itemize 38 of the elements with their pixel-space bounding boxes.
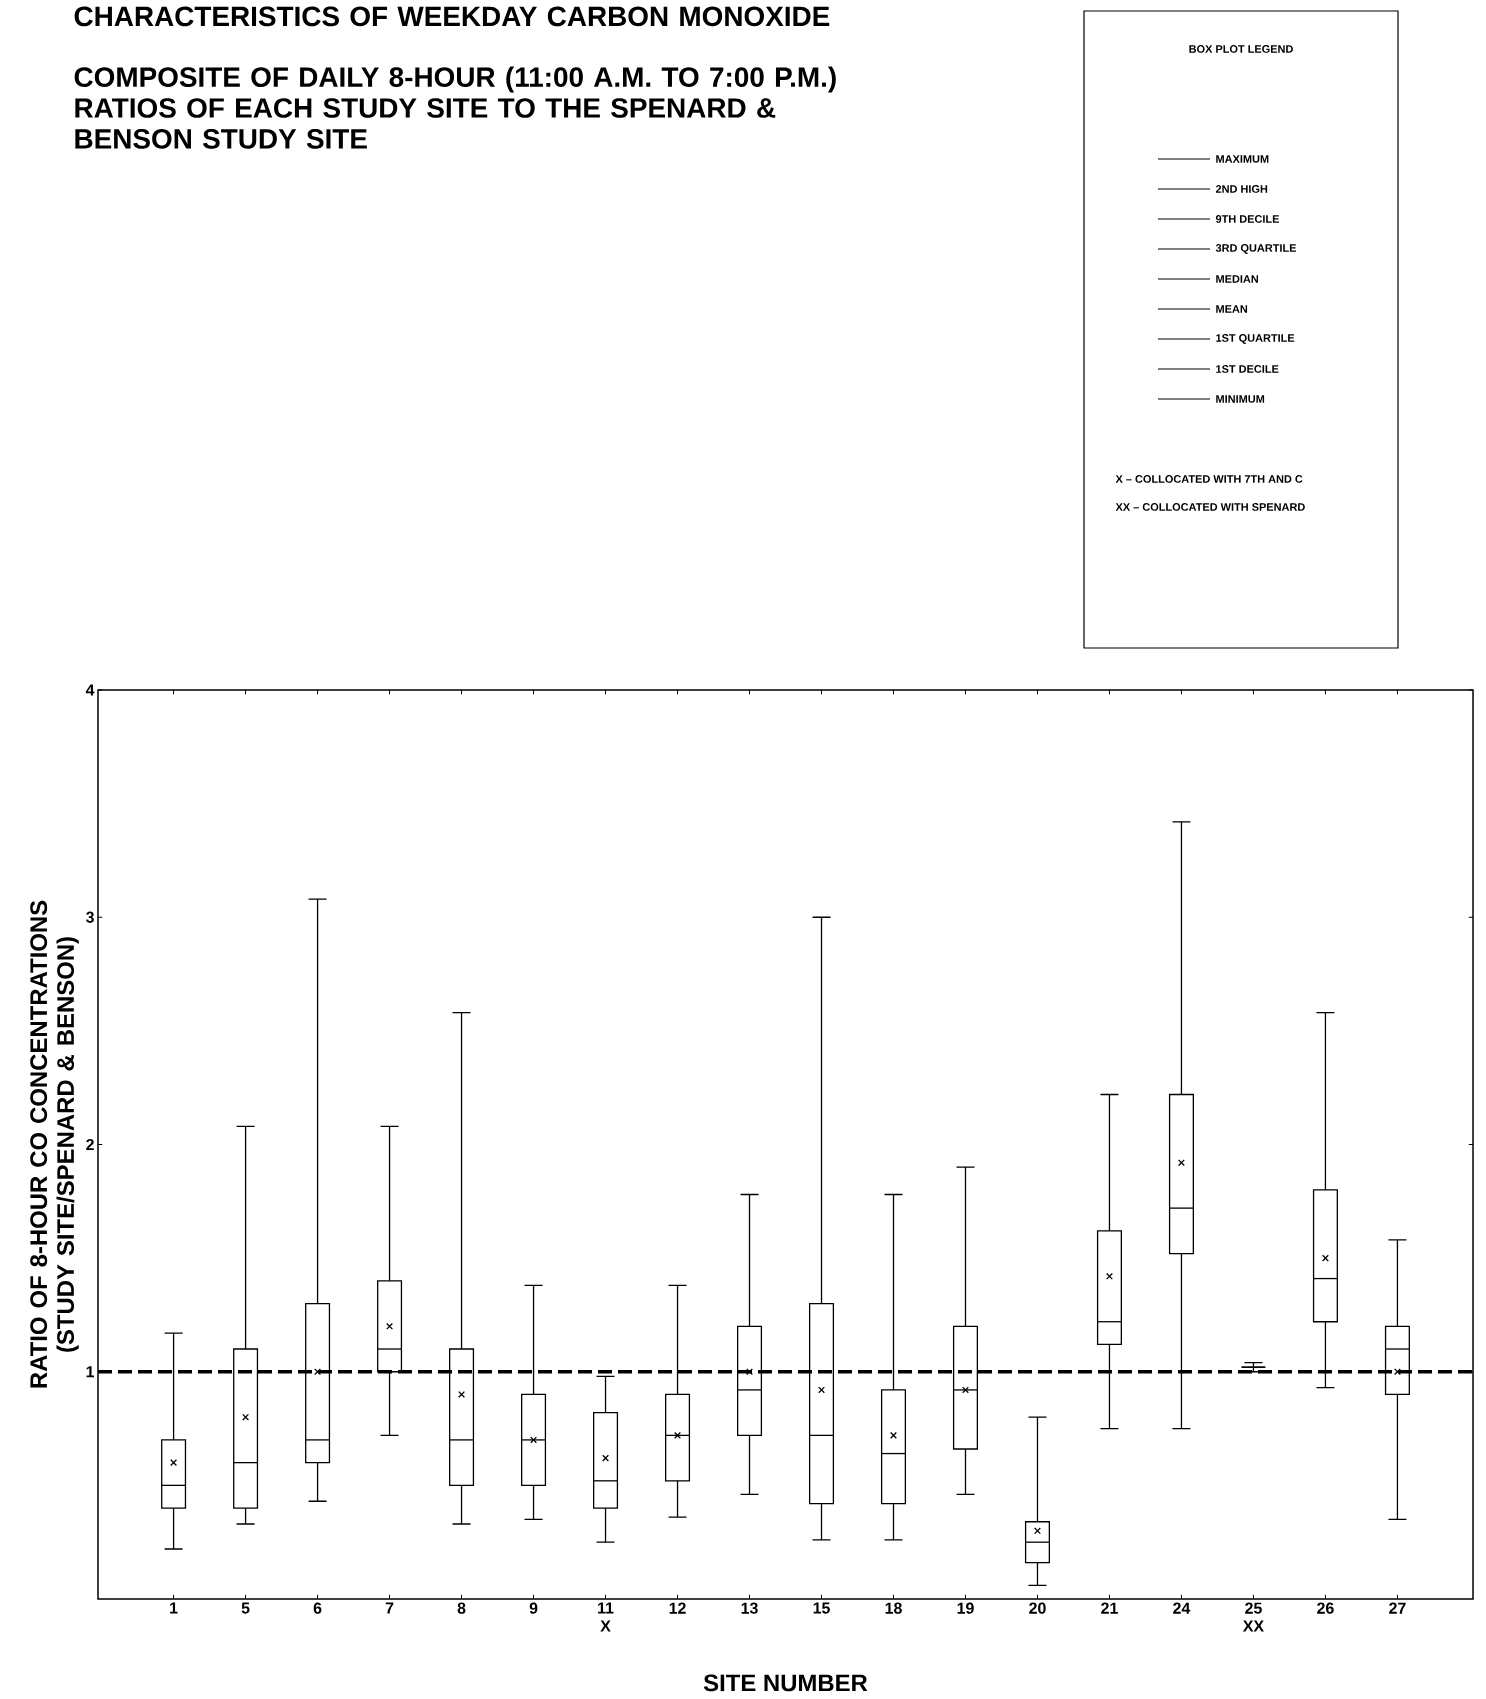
chart-subtitle: COMPOSITE OF DAILY 8-HOUR (11:00 A.M. TO 7:00 P.M.) RATIOS OF EACH STUDY SITE TO THE SPENARD & BENSON STUDY SITE: [74, 66, 836, 149]
text: MAXIMUM: [1216, 155, 1269, 163]
x-tick-label: 27: [1389, 1602, 1406, 1614]
text: 1ST QUARTILE: [1216, 334, 1295, 344]
x-tick-label: 18: [885, 1602, 902, 1614]
text: XX – COLLOCATED WITH SPENARD: [1115, 503, 1305, 511]
x-tick-label: 26: [1317, 1602, 1334, 1614]
x-tick-label: 5: [241, 1602, 250, 1614]
y-tick-label: 3: [85, 911, 94, 923]
x-tick-label: 1: [170, 1602, 178, 1614]
y-tick-label: 4: [85, 684, 95, 696]
y-tick-label: 2: [86, 1138, 94, 1151]
text: 1ST DECILE: [1216, 365, 1279, 373]
x-tick-label: 15: [813, 1602, 830, 1614]
x-tick-label: 20: [1029, 1602, 1046, 1614]
chart-title: CHARACTERISTICS OF WEEKDAY CARBON MONOXIDE: [74, 6, 830, 27]
text: 9TH DECILE: [1215, 215, 1280, 223]
x-tick-label: 13: [741, 1602, 758, 1614]
text: 2ND HIGH: [1215, 185, 1268, 193]
x-tick-label: 6: [313, 1602, 322, 1614]
x-tick-label: 8: [457, 1602, 466, 1614]
x-tick-label: 25 XX: [1242, 1602, 1264, 1632]
text: BOX PLOT LEGEND: [1189, 45, 1293, 53]
text: MINIMUM: [1216, 395, 1265, 403]
y-tick-label: 1: [86, 1366, 95, 1378]
x-tick-label: 19: [957, 1602, 974, 1614]
text: X – COLLOCATED WITH 7TH AND C: [1115, 475, 1303, 483]
x-tick-label: 12: [669, 1602, 686, 1614]
x-tick-label: 11 X: [598, 1602, 614, 1632]
x-tick-label: 7: [385, 1602, 394, 1614]
text: MEDIAN: [1216, 275, 1259, 283]
x-tick-label: 21: [1101, 1602, 1118, 1614]
y-axis-title: RATIO OF 8-HOUR CO CONCENTRATIONS (STUDY SITE/SPENARD & BENSON): [30, 900, 79, 1388]
text: MEAN: [1216, 305, 1248, 313]
x-axis-title: SITE NUMBER: [703, 1674, 868, 1692]
x-tick-label: 24: [1173, 1602, 1191, 1614]
x-tick-label: 9: [529, 1602, 538, 1614]
text: 3RD QUARTILE: [1215, 244, 1297, 254]
